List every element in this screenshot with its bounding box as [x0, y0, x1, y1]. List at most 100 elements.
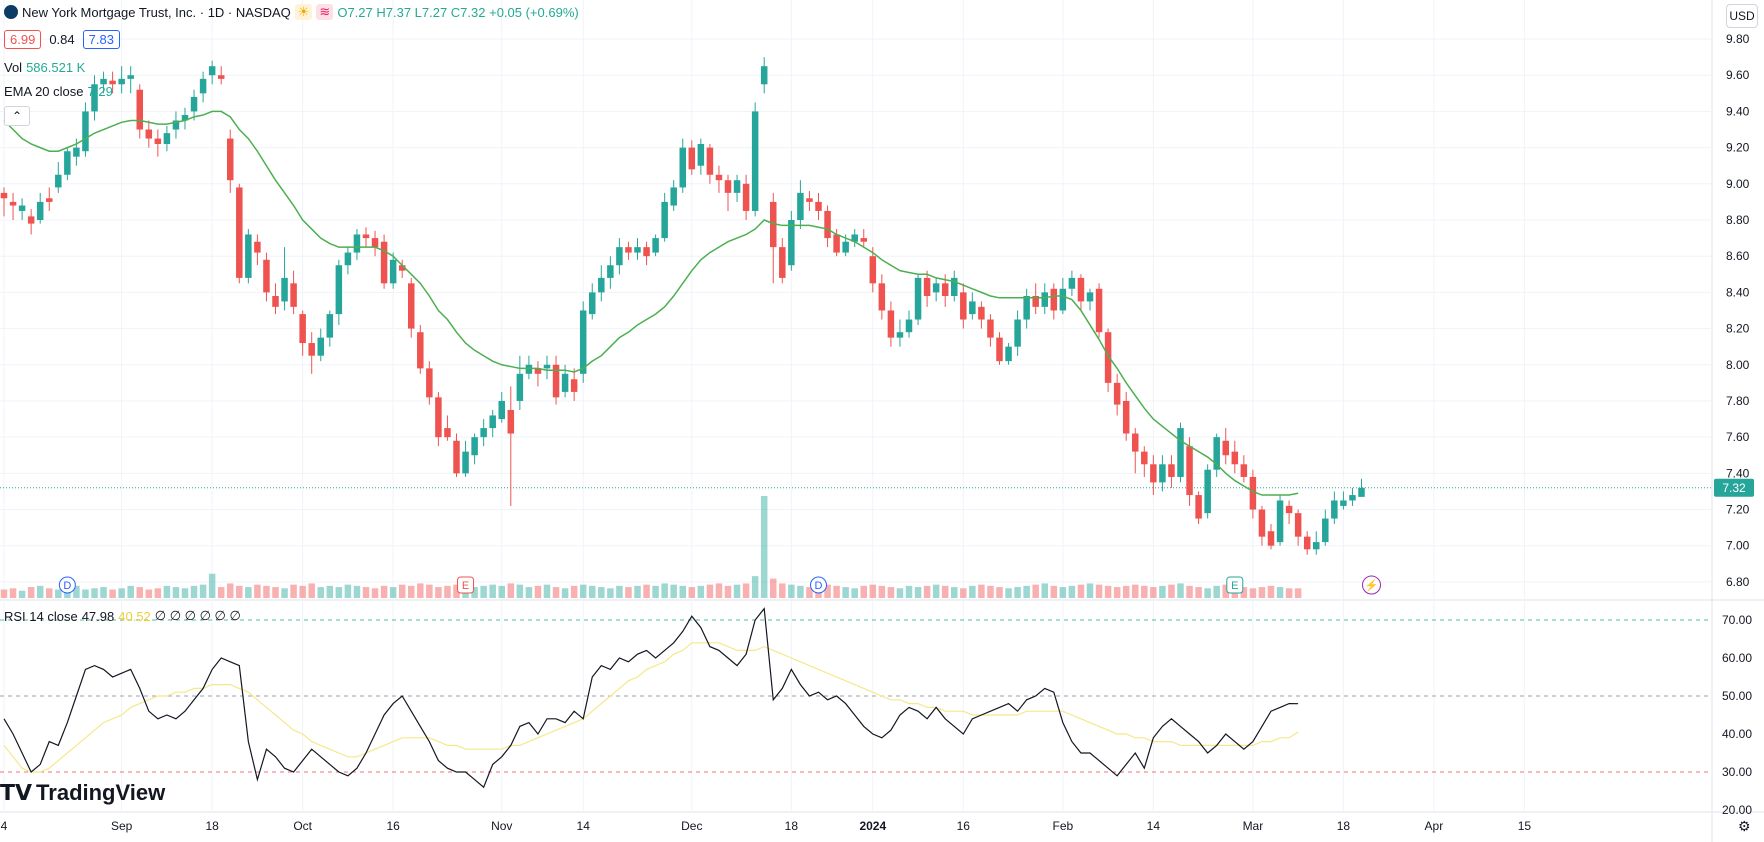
tradingview-logo-icon: 𝗧𝗩 — [0, 780, 33, 805]
volume-bar — [272, 587, 279, 598]
market-status-icon[interactable]: ☀ — [294, 4, 313, 20]
candle-body — [815, 201, 822, 211]
symbol-title[interactable]: New York Mortgage Trust, Inc. · 1D · NAS… — [22, 4, 291, 20]
candle-body — [1204, 469, 1211, 514]
time-tick-label: 16 — [957, 819, 971, 833]
volume-bar — [281, 588, 288, 598]
volume-bar — [471, 587, 478, 598]
volume-bar — [851, 588, 858, 598]
candle-body — [118, 78, 125, 85]
volume-bar — [1276, 587, 1284, 598]
price-tick-label: 7.80 — [1726, 394, 1750, 408]
volume-bar — [724, 585, 732, 598]
rsi-value: 47.98 — [81, 608, 115, 624]
volume-bar — [779, 583, 786, 598]
rsi-legend[interactable]: RSI 14 close 47.98 40.52 ∅ ∅ ∅ ∅ ∅ ∅ — [4, 608, 241, 624]
event-marker-label: E — [1231, 580, 1238, 592]
currency-selector[interactable]: USD — [1726, 4, 1758, 28]
volume-bar — [941, 585, 949, 598]
candle-body — [507, 410, 515, 434]
time-tick-label: 14 — [577, 819, 591, 833]
volume-bar — [480, 585, 487, 598]
candle-body — [842, 241, 849, 253]
bid-price-button[interactable]: 6.99 — [4, 30, 42, 49]
volume-bar — [371, 588, 379, 598]
collapse-legend-button[interactable]: ⌃ — [4, 106, 30, 126]
candle-body — [697, 144, 705, 166]
candle-body — [1077, 277, 1085, 302]
event-marker-shape[interactable] — [1226, 576, 1244, 594]
candle-body — [1059, 288, 1067, 311]
volume-bar — [788, 584, 795, 598]
candle-body — [579, 310, 587, 374]
volume-bar — [570, 585, 578, 598]
candle-body — [824, 210, 831, 239]
ema-legend[interactable]: EMA 20 close 7.29 — [4, 84, 113, 99]
ask-price-button[interactable]: 7.83 — [82, 30, 120, 49]
candle-body — [706, 147, 714, 175]
candle-body — [73, 147, 80, 157]
data-delay-icon[interactable]: ≋ — [316, 4, 334, 20]
candle-body — [969, 301, 976, 315]
candle-body — [1122, 400, 1130, 434]
candle-body — [236, 187, 243, 278]
volume-bar — [1222, 584, 1229, 598]
candle-body — [797, 192, 804, 220]
volume-label: Vol — [4, 60, 23, 75]
candle-body — [1240, 464, 1248, 477]
lightning-marker-label: ⚡ — [1365, 579, 1379, 592]
volume-bar — [1213, 585, 1220, 598]
candle-body — [27, 216, 35, 224]
rsi-ma-value: 40.52 — [118, 608, 151, 624]
candle-body — [435, 397, 442, 438]
volume-bar — [1132, 584, 1139, 598]
volume-bar — [91, 588, 98, 598]
ema-label: EMA 20 close — [4, 84, 84, 99]
volume-bar — [1032, 584, 1039, 598]
volume-bar — [1023, 585, 1030, 598]
volume-bar — [1258, 587, 1266, 598]
event-marker-label: D — [63, 580, 71, 592]
candle-body — [770, 201, 777, 248]
volume-bar — [0, 589, 8, 598]
candle-body — [1186, 446, 1193, 496]
volume-bar — [263, 585, 270, 598]
candle-body — [444, 428, 451, 438]
event-marker-shape[interactable] — [58, 576, 76, 594]
rsi-tick-label: 70.00 — [1722, 613, 1752, 627]
volume-legend[interactable]: Vol 586.521 K — [4, 60, 85, 75]
tradingview-logo[interactable]: 𝗧𝗩 TradingView — [0, 780, 165, 806]
candle-body — [1267, 531, 1275, 546]
candle-body — [1231, 451, 1239, 465]
candle-body — [299, 314, 306, 344]
candle-body — [1195, 495, 1202, 519]
event-marker-shape[interactable] — [457, 576, 475, 594]
candle-body — [679, 147, 686, 188]
volume-bar — [969, 585, 976, 598]
volume-bar — [1141, 585, 1148, 598]
volume-bar — [36, 585, 44, 598]
candle-body — [1340, 500, 1347, 506]
candle-body — [1222, 440, 1229, 456]
volume-bar — [389, 587, 397, 598]
price-tick-label: 8.80 — [1726, 213, 1750, 227]
volume-bar — [525, 587, 533, 598]
candle-body — [46, 198, 53, 202]
volume-bar — [1168, 584, 1175, 598]
price-tick-label: 8.00 — [1726, 358, 1750, 372]
event-marker-shape[interactable] — [810, 576, 827, 594]
volume-bar — [996, 587, 1003, 598]
settings-gear-icon[interactable]: ⚙ — [1738, 818, 1751, 834]
price-tick-label: 9.80 — [1726, 32, 1750, 46]
rsi-tick-label: 20.00 — [1722, 803, 1752, 817]
candle-body — [1168, 464, 1175, 477]
candle-body — [109, 80, 116, 85]
volume-bar — [1177, 583, 1184, 598]
candle-body — [308, 343, 315, 356]
candle-body — [570, 379, 578, 392]
candle-body — [932, 283, 940, 293]
volume-bar — [932, 584, 940, 598]
candle-body — [371, 238, 379, 248]
candle-body — [190, 96, 198, 112]
